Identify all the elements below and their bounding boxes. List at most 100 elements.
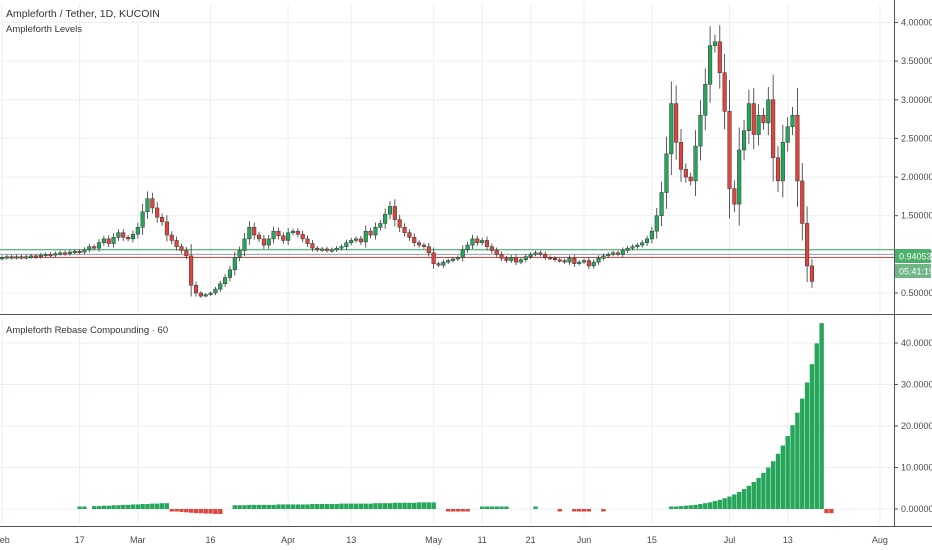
candle[interactable] — [761, 108, 766, 130]
candle[interactable] — [659, 181, 664, 227]
rebase-bar[interactable] — [814, 343, 819, 509]
candle[interactable] — [48, 252, 53, 258]
price-candles[interactable] — [0, 25, 815, 298]
candle[interactable] — [121, 229, 126, 241]
candle[interactable] — [19, 254, 24, 260]
candle[interactable] — [111, 233, 116, 248]
candle[interactable] — [397, 214, 402, 233]
candle[interactable] — [465, 241, 470, 253]
rebase-bar[interactable] — [242, 505, 247, 509]
candle[interactable] — [538, 250, 543, 257]
candle[interactable] — [470, 234, 475, 249]
candle[interactable] — [775, 146, 781, 193]
candle[interactable] — [266, 234, 271, 249]
candle[interactable] — [155, 202, 160, 223]
candle[interactable] — [780, 124, 785, 198]
candle[interactable] — [14, 254, 19, 260]
rebase-bar[interactable] — [271, 504, 276, 509]
candle[interactable] — [150, 192, 155, 214]
candle[interactable] — [9, 254, 14, 260]
rebase-bar[interactable] — [281, 504, 286, 509]
candle[interactable] — [130, 230, 135, 243]
candle[interactable] — [441, 259, 446, 268]
candle[interactable] — [596, 255, 601, 265]
rebase-bar[interactable] — [125, 504, 131, 509]
candle[interactable] — [417, 240, 422, 248]
rebase-bar[interactable] — [756, 477, 761, 509]
rebase-bar[interactable] — [446, 509, 451, 512]
rebase-bar[interactable] — [276, 504, 281, 509]
candle[interactable] — [402, 223, 407, 237]
rebase-bar[interactable] — [727, 496, 732, 509]
candle[interactable] — [523, 254, 528, 263]
candle[interactable] — [678, 129, 684, 183]
candle[interactable] — [712, 34, 718, 53]
rebase-bar[interactable] — [426, 502, 431, 509]
rebase-bar[interactable] — [174, 509, 179, 512]
candle[interactable] — [577, 260, 582, 266]
rebase-bar[interactable] — [261, 504, 267, 509]
candle[interactable] — [276, 227, 281, 240]
candle[interactable] — [179, 243, 184, 254]
rebase-bar[interactable] — [91, 506, 97, 509]
candle[interactable] — [771, 74, 776, 182]
candle[interactable] — [683, 163, 688, 183]
rebase-bar[interactable] — [285, 504, 291, 509]
candle[interactable] — [746, 89, 751, 145]
candle[interactable] — [611, 250, 616, 257]
candle[interactable] — [615, 250, 621, 257]
rebase-bar[interactable] — [130, 504, 136, 509]
candle[interactable] — [252, 222, 257, 240]
rebase-bar[interactable] — [150, 503, 155, 509]
candle[interactable] — [58, 250, 63, 256]
candle[interactable] — [742, 119, 747, 161]
candle[interactable] — [708, 26, 713, 103]
rebase-bar[interactable] — [169, 509, 174, 512]
rebase-bar[interactable] — [368, 503, 373, 509]
rebase-bar[interactable] — [218, 509, 223, 514]
time-axis[interactable]: Feb 17 Mar 16 Apr 13 May 11 21 Jun 15 Jul 13 Aug — [0, 535, 888, 545]
candle[interactable] — [38, 253, 43, 259]
rebase-bar[interactable] — [450, 509, 456, 512]
candle[interactable] — [329, 247, 334, 253]
rebase-bar[interactable] — [101, 505, 107, 509]
candle[interactable] — [281, 232, 286, 244]
candle[interactable] — [358, 235, 363, 245]
rebase-bar[interactable] — [601, 509, 606, 512]
rebase-bar[interactable] — [382, 503, 388, 509]
candle[interactable] — [310, 240, 315, 252]
rebase-bar[interactable] — [688, 505, 693, 509]
rebase-bar[interactable] — [188, 509, 194, 513]
rebase-bar[interactable] — [198, 509, 204, 514]
candle[interactable] — [101, 235, 106, 246]
rebase-bar[interactable] — [693, 504, 698, 509]
candle[interactable] — [295, 228, 300, 238]
candle[interactable] — [354, 236, 359, 243]
rebase-bar[interactable] — [479, 506, 485, 510]
rebase-bar[interactable] — [256, 504, 262, 509]
rebase-bar[interactable] — [121, 504, 126, 509]
rebase-bar[interactable] — [581, 509, 587, 512]
candle[interactable] — [368, 227, 373, 239]
rebase-bar[interactable] — [586, 509, 592, 512]
candle[interactable] — [572, 254, 577, 267]
rebase-bar[interactable] — [179, 509, 184, 512]
candle[interactable] — [567, 255, 572, 265]
rebase-bar[interactable] — [431, 502, 436, 509]
candle[interactable] — [562, 258, 567, 265]
candle[interactable] — [421, 242, 426, 249]
indicator-title-levels[interactable]: Ampleforth Levels — [6, 24, 82, 35]
candle[interactable] — [431, 247, 436, 269]
rebase-bar[interactable] — [339, 503, 344, 509]
candle[interactable] — [737, 127, 742, 226]
rebase-bar[interactable] — [683, 505, 689, 509]
rebase-bar[interactable] — [795, 412, 800, 509]
rebase-bar[interactable] — [751, 482, 756, 509]
rebase-bar[interactable] — [266, 504, 271, 509]
candle[interactable] — [489, 243, 494, 254]
candle[interactable] — [514, 254, 519, 266]
candle[interactable] — [106, 235, 111, 247]
rebase-bar[interactable] — [533, 506, 538, 510]
candle[interactable] — [53, 251, 58, 258]
rebase-bar[interactable] — [576, 509, 582, 512]
